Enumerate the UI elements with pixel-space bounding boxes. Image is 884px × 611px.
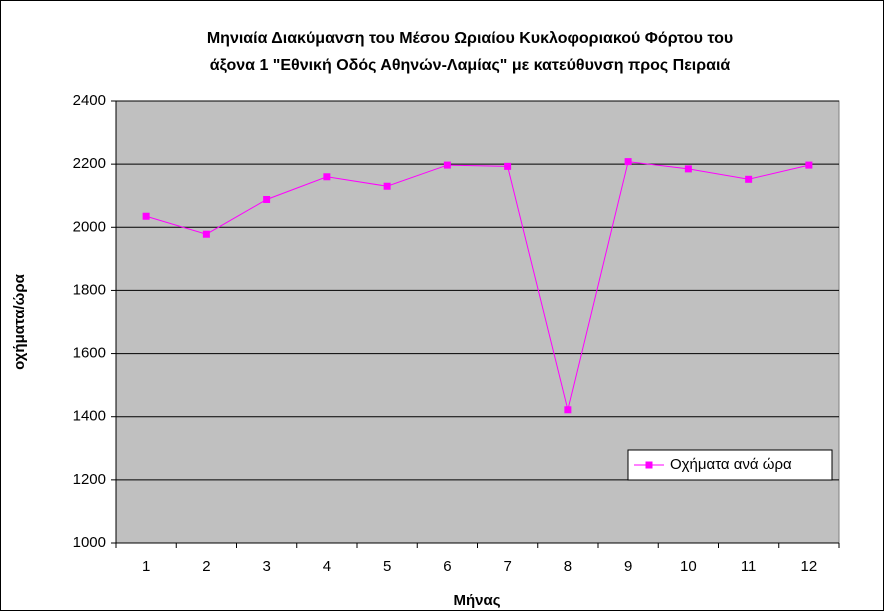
chart-title: Μηνιαία Διακύμανση του Μέσου Ωριαίου Κυκ… [207,30,733,47]
y-tick-label: 1600 [73,345,106,362]
y-axis-title: οχήματα/ώρα [11,273,28,369]
y-tick-label: 2400 [73,92,106,109]
x-tick-label: 5 [383,558,391,575]
series-line [145,161,809,410]
point [202,230,210,238]
x-tick-label: 8 [564,558,572,575]
x-tick-label: 1 [142,558,150,575]
legend-marker [645,461,653,469]
x-tick-label: 7 [503,558,511,575]
x-tick-label: 3 [262,558,270,575]
point [504,162,512,170]
point [684,165,692,173]
point [443,161,451,169]
x-tick-label: 12 [801,558,818,575]
y-tick-label: 1400 [73,408,106,425]
y-tick-label: 1000 [73,534,106,551]
legend-label: Οχήματα ανά ώρα [670,456,792,473]
x-tick-label: 2 [202,558,210,575]
point [624,158,632,166]
point [805,161,813,169]
y-tick-label: 2200 [73,155,106,172]
point [263,196,271,204]
x-axis-title: Μήνας [453,592,500,609]
y-tick-label: 1200 [73,471,106,488]
y-tick-label: 2000 [73,218,106,235]
point [745,175,753,183]
y-tick-label: 1800 [73,281,106,298]
point [142,212,150,220]
point [383,182,391,190]
x-tick-label: 6 [443,558,451,575]
x-tick-label: 4 [323,558,331,575]
point [323,173,331,181]
x-tick-label: 10 [680,558,697,575]
point [564,406,572,414]
x-tick-label: 9 [624,558,632,575]
x-tick-label: 11 [741,558,757,575]
chart-title: άξονα 1 "Εθνική Οδός Αθηνών-Λαμίας" με κ… [210,57,731,74]
